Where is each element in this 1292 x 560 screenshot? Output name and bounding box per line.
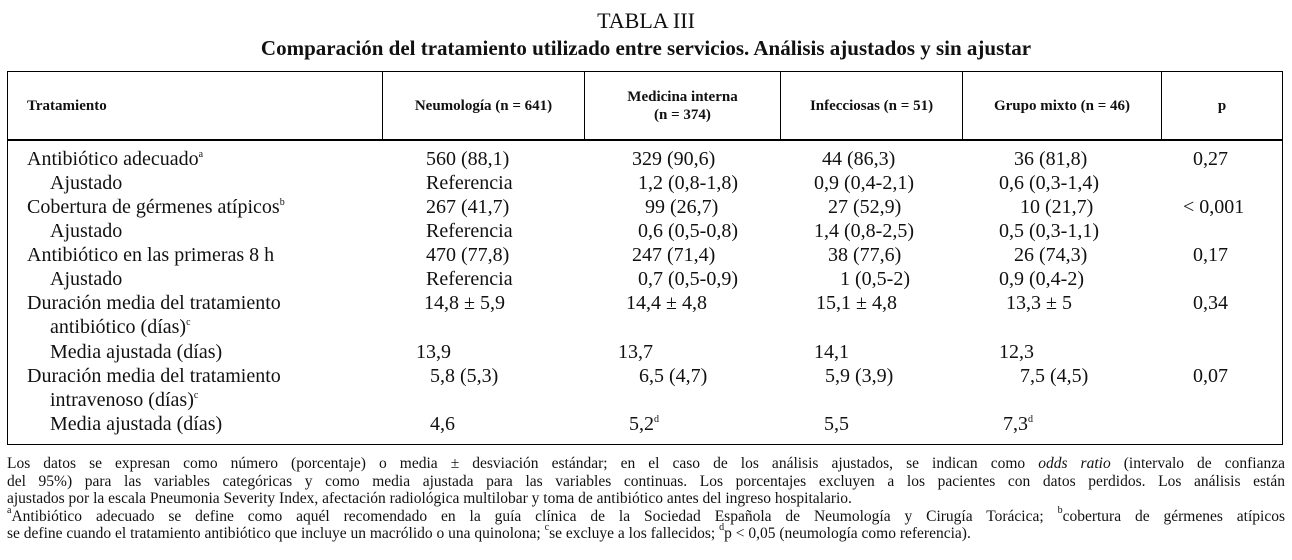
cell-p: 0,27 bbox=[1193, 148, 1228, 170]
header-p: p bbox=[1217, 97, 1227, 114]
header-medicina-line1: Medicina interna bbox=[627, 88, 738, 105]
cell-mixto: 12,3 bbox=[999, 341, 1034, 363]
cell-infecciosas: 27 (52,9) bbox=[828, 196, 902, 218]
column-divider bbox=[1161, 72, 1162, 139]
table-number: TABLA III bbox=[597, 8, 695, 33]
table-header: Tratamiento Neumología (n = 641) Medicin… bbox=[8, 72, 1282, 141]
footnote-b-c-d: se define cuando el tratamiento antibiót… bbox=[7, 522, 971, 543]
row-label: Cobertura de gérmenes atípicosb bbox=[27, 196, 285, 218]
cell-medicina: 99 (26,7) bbox=[645, 196, 719, 218]
cell-infecciosas: 14,1 bbox=[814, 341, 849, 363]
cell-neumologia: 13,9 bbox=[416, 341, 451, 363]
cell-p: 0,17 bbox=[1193, 244, 1228, 266]
row-label: Antibiótico en las primeras 8 h bbox=[27, 244, 275, 266]
table-footnotes: Los datos se expresan como número (porce… bbox=[7, 455, 1285, 543]
cell-medicina: 1,2 (0,8-1,8) bbox=[638, 172, 738, 194]
row-label: Media ajustada (días) bbox=[50, 413, 223, 435]
cell-neumologia: 470 (77,8) bbox=[426, 244, 510, 266]
cell-mixto: 0,9 (0,4-2) bbox=[999, 268, 1084, 290]
cell-infecciosas: 5,9 (3,9) bbox=[825, 365, 894, 387]
cell-medicina: 13,7 bbox=[618, 341, 653, 363]
header-medicina-interna: Medicina interna (n = 374) bbox=[585, 72, 780, 139]
cell-infecciosas: 5,5 bbox=[824, 413, 849, 435]
column-divider bbox=[962, 72, 963, 139]
header-medicina-line2: (n = 374) bbox=[654, 106, 711, 123]
cell-mixto: 13,3 ± 5 bbox=[1006, 292, 1072, 314]
cell-infecciosas: 38 (77,6) bbox=[828, 244, 902, 266]
cell-medicina: 0,6 (0,5-0,8) bbox=[638, 220, 738, 242]
cell-infecciosas: 15,1 ± 4,8 bbox=[816, 292, 897, 314]
cell-neumologia: 4,6 bbox=[430, 413, 455, 435]
column-divider bbox=[780, 72, 781, 139]
header-infecciosas: Infecciosas (n = 51) bbox=[809, 97, 934, 114]
cell-infecciosas: 0,9 (0,4-2,1) bbox=[814, 172, 914, 194]
column-divider bbox=[584, 72, 585, 139]
cell-medicina: 247 (71,4) bbox=[632, 244, 716, 266]
cell-medicina: 5,2d bbox=[629, 413, 659, 435]
row-label: Ajustado bbox=[50, 172, 123, 194]
footnote-general: Los datos se expresan como número (porce… bbox=[7, 455, 1285, 472]
cell-mixto: 0,6 (0,3-1,4) bbox=[999, 172, 1099, 194]
cell-neumologia: Referencia bbox=[426, 172, 513, 194]
cell-neumologia: Referencia bbox=[426, 220, 513, 242]
header-treatment: Tratamiento bbox=[27, 97, 107, 114]
cell-mixto: 7,5 (4,5) bbox=[1020, 365, 1089, 387]
header-neumologia: Neumología (n = 641) bbox=[414, 97, 553, 114]
cell-neumologia: 5,8 (5,3) bbox=[430, 365, 499, 387]
cell-mixto: 36 (81,8) bbox=[1014, 148, 1088, 170]
cell-medicina: 0,7 (0,5-0,9) bbox=[638, 268, 738, 290]
cell-neumologia: 560 (88,1) bbox=[426, 148, 510, 170]
cell-p: 0,07 bbox=[1193, 365, 1228, 387]
cell-neumologia: Referencia bbox=[426, 268, 513, 290]
cell-p: 0,34 bbox=[1193, 292, 1228, 314]
footnote-general-line3: ajustados por la escala Pneumonia Severi… bbox=[7, 490, 852, 507]
cell-infecciosas: 1 (0,5-2) bbox=[840, 268, 910, 290]
footnote-general-line2: del 95%) para las variables categóricas … bbox=[7, 472, 1285, 490]
table-title: Comparación del tratamiento utilizado en… bbox=[260, 36, 1032, 60]
row-label: Ajustado bbox=[50, 220, 123, 242]
data-table: Tratamiento Neumología (n = 641) Medicin… bbox=[7, 71, 1283, 445]
cell-mixto: 0,5 (0,3-1,1) bbox=[999, 220, 1099, 242]
header-grupo-mixto: Grupo mixto (n = 46) bbox=[993, 97, 1131, 114]
cell-mixto: 10 (21,7) bbox=[1020, 196, 1094, 218]
cell-mixto: 7,3d bbox=[1003, 413, 1033, 435]
cell-medicina: 14,4 ± 4,8 bbox=[626, 292, 707, 314]
cell-mixto: 26 (74,3) bbox=[1014, 244, 1088, 266]
column-divider bbox=[382, 72, 383, 139]
row-label: Duración media del tratamiento antibiótic… bbox=[27, 292, 281, 338]
cell-neumologia: 267 (41,7) bbox=[426, 196, 510, 218]
row-label: Antibiótico adecuadoa bbox=[27, 148, 204, 170]
footnote-a-b: aAntibiótico adecuado se define como aqu… bbox=[7, 504, 1286, 525]
cell-neumologia: 14,8 ± 5,9 bbox=[424, 292, 505, 314]
cell-p: < 0,001 bbox=[1183, 196, 1245, 218]
cell-infecciosas: 1,4 (0,8-2,5) bbox=[814, 220, 914, 242]
cell-medicina: 329 (90,6) bbox=[632, 148, 716, 170]
cell-medicina: 6,5 (4,7) bbox=[639, 365, 708, 387]
cell-infecciosas: 44 (86,3) bbox=[822, 148, 896, 170]
row-label: Ajustado bbox=[50, 268, 123, 290]
row-label: Media ajustada (días) bbox=[50, 341, 223, 363]
row-label: Duración media del tratamiento intravenos… bbox=[27, 365, 281, 411]
